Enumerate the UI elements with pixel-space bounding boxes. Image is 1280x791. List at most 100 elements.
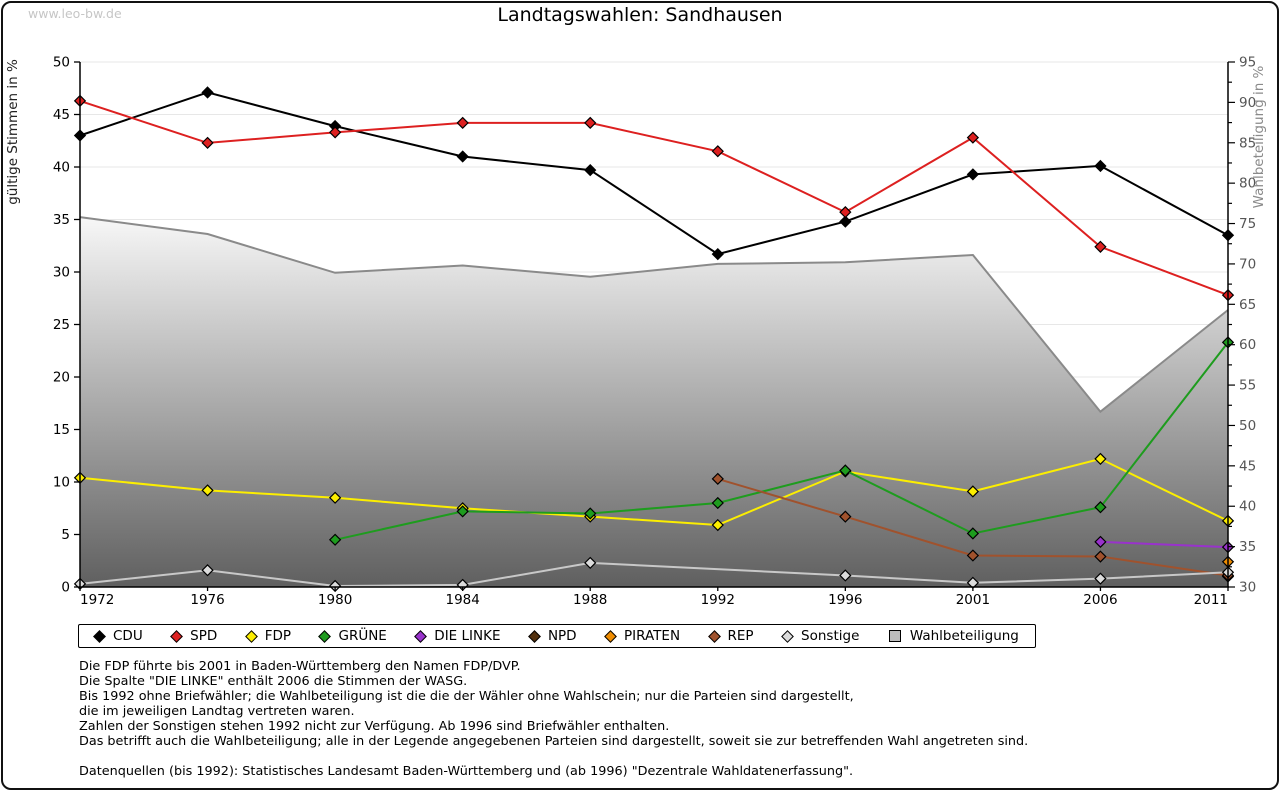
data-point-grüne: [456, 505, 469, 518]
data-point-sonstige: [584, 556, 597, 569]
data-point-spd: [201, 136, 214, 149]
data-point-rep: [1094, 550, 1107, 563]
axes: 0 5 10 15 20 25 30 35 40 45 50 30 35 40 45 50 55 60 65 70 75…: [53, 55, 1256, 609]
left-axis-tick-label: 10: [53, 475, 70, 491]
legend-item-cdu: CDU: [93, 628, 143, 644]
right-axis-tick-label: 65: [1239, 297, 1256, 313]
series-lines: [73, 86, 1235, 593]
data-point-die-linke: [1094, 535, 1107, 548]
legend-label: NPD: [547, 628, 577, 644]
right-axis-tick-label: 50: [1239, 418, 1256, 434]
x-axis-year-label: 1976: [190, 592, 224, 608]
footnote-line: Das betrifft auch die Wahlbeteiligung; a…: [79, 734, 1029, 749]
data-point-fdp: [328, 491, 342, 504]
x-axis-year-label: 1996: [828, 592, 862, 608]
footnote-line: Zahlen der Sonstigen stehen 1992 nicht z…: [79, 719, 670, 734]
footnote-line: Bis 1992 ohne Briefwähler; die Wahlbetei…: [79, 689, 854, 704]
legend-diamond-marker: [604, 629, 617, 643]
data-point-spd: [839, 206, 852, 219]
right-axis-tick-label: 40: [1239, 499, 1256, 515]
data-point-spd: [966, 131, 980, 144]
x-axis-year-label: 1984: [445, 592, 479, 608]
left-axis-tick-label: 45: [53, 107, 70, 123]
series-line-spd: [79, 99, 1229, 297]
legend-label: PIRATEN: [624, 628, 681, 644]
left-axis-tick-label: 25: [53, 317, 70, 333]
legend-item-die-linke: DIE LINKE: [414, 628, 501, 644]
turnout-area: [79, 216, 1229, 587]
data-point-grüne: [966, 527, 980, 540]
legend-diamond-marker: [170, 629, 184, 643]
left-axis-tick-label: 20: [53, 370, 70, 386]
data-point-sonstige: [839, 569, 852, 582]
data-point-fdp: [711, 518, 724, 532]
legend-square-marker: [888, 630, 901, 642]
footnote-line: Datenquellen (bis 1992): Statistisches L…: [79, 764, 854, 779]
legend-label: Wahlbeteiligung: [909, 628, 1019, 644]
data-point-spd: [456, 116, 469, 130]
data-point-cdu: [201, 86, 214, 99]
legend-item-wahlbeteiligung: Wahlbeteiligung: [888, 628, 1019, 644]
data-point-fdp: [201, 484, 214, 497]
page-title: Landtagswahlen: Sandhausen: [497, 4, 783, 26]
footnotes: Die FDP führte bis 2001 in Baden-Württem…: [79, 659, 1028, 779]
series-line-fdp: [79, 457, 1229, 527]
right-axis-tick-label: 90: [1239, 95, 1256, 111]
series-line-die-linke: [1100, 540, 1229, 549]
data-point-fdp: [1094, 452, 1107, 466]
series-line-grüne: [334, 341, 1229, 541]
turnout-area-fill: [80, 217, 1228, 587]
x-axis-year-label: 1988: [573, 592, 607, 608]
legend-item-npd: NPD: [528, 628, 577, 644]
footnote-line: die im jeweiligen Landtag vertreten ware…: [79, 704, 355, 719]
right-axis-tick-label: 30: [1239, 580, 1256, 596]
left-axis-tick-label: 5: [61, 527, 70, 543]
left-axis-tick-label: 30: [53, 265, 70, 281]
legend-diamond-marker: [707, 629, 721, 643]
right-axis-tick-label: 55: [1239, 378, 1256, 394]
legend-item-grüne: GRÜNE: [318, 628, 387, 644]
data-point-cdu: [456, 150, 469, 163]
right-axis-title: Wahlbeteiligung in %: [1251, 65, 1267, 208]
left-axis-title: gültige Stimmen in %: [5, 59, 21, 205]
left-axis-tick-label: 15: [53, 422, 70, 438]
data-point-grüne: [839, 464, 852, 477]
data-point-fdp: [966, 485, 980, 498]
left-axis-tick-label: 40: [53, 160, 70, 176]
data-point-grüne: [584, 507, 597, 520]
election-chart: 0 5 10 15 20 25 30 35 40 45 50 30 35 40 45 50 55 60 65 70 75…: [5, 55, 1267, 609]
data-point-cdu: [711, 248, 724, 261]
turnout-area-edge: [79, 216, 1229, 414]
legend: CDU SPD FDP GRÜNE DIE LINKE NPD PIRATEN REP Sons…: [78, 624, 1036, 648]
data-point-grüne: [711, 496, 724, 510]
legend-label: CDU: [113, 628, 143, 644]
legend-item-spd: SPD: [170, 628, 217, 644]
legend-label: Sonstige: [801, 628, 860, 644]
right-axis-tick-label: 75: [1239, 216, 1256, 232]
data-point-rep: [711, 472, 724, 485]
x-axis-year-label: 1992: [701, 592, 735, 608]
right-axis-tick-label: 95: [1239, 55, 1256, 71]
legend-item-fdp: FDP: [244, 628, 292, 644]
data-point-grüne: [328, 533, 342, 546]
data-point-cdu: [1094, 159, 1107, 173]
data-point-spd: [711, 145, 724, 158]
right-axis-tick-label: 80: [1239, 176, 1256, 192]
legend-item-sonstige: Sonstige: [781, 628, 860, 644]
legend-diamond-marker: [528, 629, 541, 643]
right-axis-tick-label: 60: [1239, 337, 1256, 353]
legend-label: DIE LINKE: [434, 628, 501, 644]
data-point-cdu: [584, 164, 597, 177]
data-point-sonstige: [328, 579, 342, 593]
legend-diamond-marker: [414, 629, 428, 643]
legend-label: GRÜNE: [338, 628, 387, 644]
footnote-line: Die Spalte "DIE LINKE" enthält 2006 die …: [79, 674, 468, 689]
x-axis-year-label: 1972: [80, 592, 114, 608]
x-axis-year-label: 1980: [318, 592, 352, 608]
watermark: www.leo-bw.de: [28, 6, 122, 21]
legend-label: FDP: [264, 628, 292, 644]
data-point-rep: [839, 510, 852, 523]
data-point-cdu: [839, 215, 852, 228]
x-axis-year-label: 2001: [956, 592, 990, 608]
left-axis-tick-label: 50: [53, 55, 70, 71]
